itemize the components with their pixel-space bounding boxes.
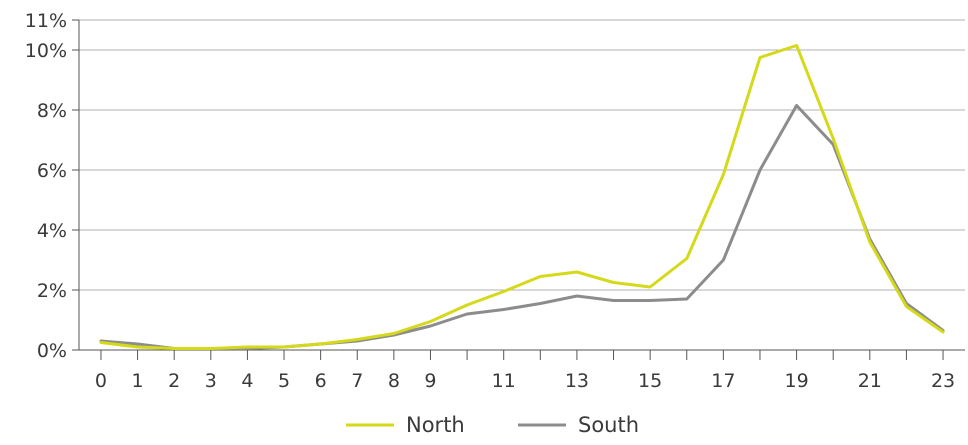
x-tick-label: 3: [205, 370, 217, 392]
legend: North South: [346, 413, 639, 437]
x-tick-label: 0: [95, 370, 107, 392]
y-tick-label: 4%: [37, 220, 67, 242]
y-tick-label: 0%: [37, 340, 67, 362]
legend-label-south: South: [578, 413, 639, 437]
y-axis-tick-labels: 0% 2% 4% 6% 8% 10% 11%: [25, 10, 79, 362]
x-tick-label: 5: [278, 370, 290, 392]
x-tick-label: 19: [784, 370, 808, 392]
axes: [78, 20, 965, 351]
x-tick-label: 4: [241, 370, 253, 392]
x-tick-label: 15: [638, 370, 662, 392]
y-tick-label: 11%: [25, 10, 67, 32]
x-tick-label: 17: [711, 370, 735, 392]
series-line-south: [99, 104, 945, 350]
x-tick-label: 6: [315, 370, 327, 392]
x-tick-label: 7: [351, 370, 363, 392]
y-tick-label: 8%: [37, 100, 67, 122]
series-lines: [99, 44, 945, 350]
y-tick-label: 2%: [37, 280, 67, 302]
x-tick-label: 1: [132, 370, 144, 392]
x-tick-label: 13: [565, 370, 589, 392]
x-axis-ticks: 0 1 2 3 4 5 6 7 8 9 11 13 15 17 19 21 23: [95, 350, 955, 392]
y-tick-label: 6%: [37, 160, 67, 182]
gridlines: [79, 19, 965, 291]
legend-label-north: North: [406, 413, 465, 437]
x-tick-label: 8: [388, 370, 400, 392]
series-line-north: [99, 44, 945, 350]
x-tick-label: 11: [492, 370, 516, 392]
x-tick-label: 2: [168, 370, 180, 392]
y-tick-label: 10%: [25, 40, 67, 62]
x-tick-label: 21: [858, 370, 882, 392]
x-tick-label: 9: [424, 370, 436, 392]
x-tick-label: 23: [931, 370, 955, 392]
